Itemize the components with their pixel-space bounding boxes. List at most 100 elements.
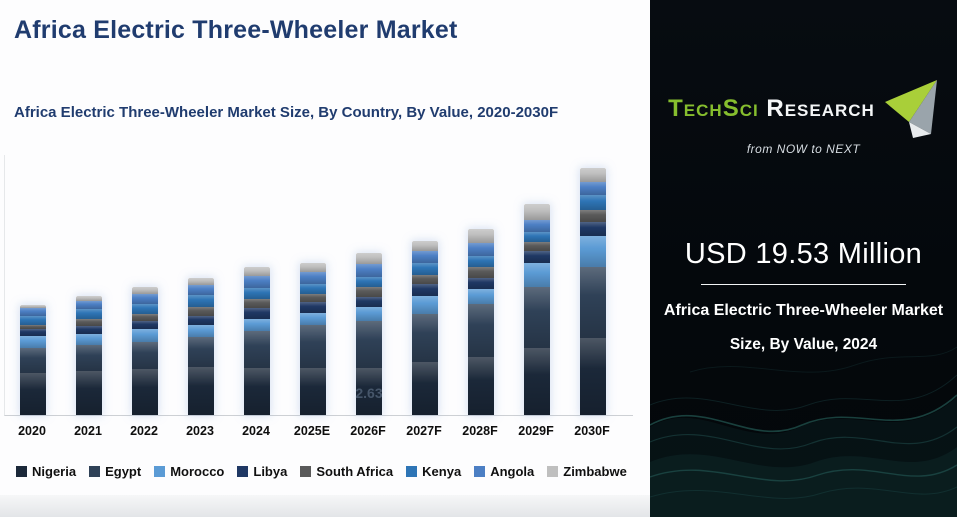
bar-segment-nigeria [468,357,494,415]
bar-segment-morocco [188,325,214,338]
legend-item-morocco: Morocco [154,464,224,479]
bar-column-2023 [173,155,229,415]
legend-item-south-africa: South Africa [300,464,393,479]
chart-legend: Nigeria Egypt Morocco Libya South Africa Keny… [16,464,642,479]
bar-segment-libya [580,221,606,237]
bar-segment-south-africa [188,307,214,317]
wave-pattern-graphic [650,346,957,517]
bar-stack [76,296,102,415]
bar-column-2028F [453,155,509,415]
bar-segment-egypt [412,313,438,362]
bar-stack [412,241,438,415]
bar-segment-libya [20,329,46,337]
bar-segment-libya [524,251,550,264]
stacked-bar-chart: 2.63 [4,155,633,416]
x-axis-label: 2028F [462,424,498,438]
bar-segment-zimbabwe [188,278,214,286]
bar-segment-libya [188,316,214,326]
bar-segment-egypt [300,324,326,368]
bar-segment-kenya [76,309,102,320]
x-axis-label: 2026F [350,424,386,438]
bar-segment-zimbabwe [300,263,326,272]
bar-segment-angola [132,294,158,304]
x-axis-label: 2029F [518,424,554,438]
bar-segment-egypt [524,286,550,349]
highlight-caption-line1: Africa Electric Three-Wheeler Market [663,302,944,319]
x-axis-label: 2022 [130,424,158,438]
bar-column-2027F [397,155,453,415]
bar-segment-morocco [580,236,606,267]
bar-segment-libya [300,301,326,313]
footer-band [0,495,650,517]
bar-segment-angola [524,220,550,232]
legend-item-nigeria: Nigeria [16,464,76,479]
bar-segment-nigeria [188,367,214,415]
bar-segment-nigeria [412,361,438,415]
bar-segment-morocco [468,288,494,305]
logo-tagline: from NOW to NEXT [746,142,861,156]
bar-segment-egypt [132,341,158,370]
bar-segment-libya [468,277,494,289]
x-axis-label: 2025E [293,424,331,438]
legend-swatch [89,466,101,477]
info-panel: TechSci Research from NOW to NEXT USD 19… [650,0,957,517]
bar-segment-morocco [300,312,326,325]
bar-segment-nigeria [76,370,102,415]
bar-segment-egypt [468,304,494,358]
x-axis-label: 2020 [18,424,46,438]
bar-segment-libya [244,307,270,320]
legend-swatch [16,466,27,477]
legend-item-zimbabwe: Zimbabwe [547,464,627,479]
bar-segment-south-africa [468,266,494,278]
bar-segment-kenya [132,303,158,314]
highlight-block: USD 19.53 Million Africa Electric Three-… [650,238,957,355]
bar-stack [188,278,214,415]
bar-segment-zimbabwe [76,296,102,301]
bar-segment-nigeria [244,368,270,415]
x-axis-label: 2024 [242,424,270,438]
bar-stack [300,263,326,415]
x-axis-label: 2023 [186,424,214,438]
legend-label: Kenya [422,464,462,479]
legend-label: Nigeria [32,464,77,479]
bar-segment-south-africa [20,324,46,330]
bar-segment-morocco [356,307,382,321]
highlight-caption-line2: Size, By Value, 2024 [729,336,878,354]
bar-segment-egypt [580,266,606,339]
legend-label: Libya [253,464,288,479]
bar-segment-angola [20,308,46,317]
chart-panel: Africa Electric Three-Wheeler Market Afr… [0,16,650,517]
bar-segment-morocco [412,295,438,314]
bar-column-2025E [285,155,341,415]
bar-segment-nigeria [524,348,550,415]
bar-segment-egypt [356,320,382,369]
bar-segment-south-africa [524,241,550,252]
bar-segment-zimbabwe [580,168,606,182]
legend-swatch [547,466,559,477]
bar-segment-kenya [20,316,46,325]
x-axis-label: 2021 [74,424,102,438]
legend-label: Angola [490,464,535,479]
bar-segment-angola [468,243,494,257]
logo-brand-green: TechSci [668,95,759,122]
legend-label: Egypt [105,464,142,479]
chart-subtitle: Africa Electric Three-Wheeler Market Siz… [14,104,559,121]
bar-segment-morocco [524,263,550,287]
bar-stack [468,229,494,415]
bar-segment-nigeria [580,338,606,415]
bar-segment-egypt [188,337,214,368]
bar-segment-kenya [580,194,606,211]
bar-column-2021 [61,155,117,415]
bar-segment-angola [300,271,326,284]
bar-segment-angola [580,181,606,195]
bar-segment-south-africa [76,319,102,326]
bar-segment-morocco [132,329,158,342]
bar-segment-angola [76,300,102,310]
bar-segment-kenya [524,231,550,242]
bar-segment-zimbabwe [468,229,494,244]
bar-column-2022 [117,155,173,415]
bar-segment-egypt [20,348,46,373]
legend-swatch [406,466,418,477]
bar-segment-egypt [244,330,270,368]
bar-segment-morocco [76,333,102,346]
